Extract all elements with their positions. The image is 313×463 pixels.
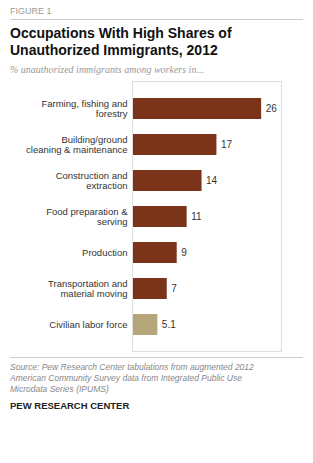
svg-text:Transportation andmaterial mov: Transportation andmaterial moving — [48, 278, 127, 299]
svg-text:Farming, fishing andforestry: Farming, fishing andforestry — [41, 98, 127, 119]
svg-text:Production: Production — [82, 247, 127, 258]
svg-text:7: 7 — [171, 283, 177, 294]
html-text:Source: Pew Research Center ta: Source: Pew Research Center tabulations … — [10, 361, 254, 394]
html-text:Occupations With High Shares o: Occupations With High Shares of Unauthor… — [10, 25, 232, 58]
html-text:% unauthorized immigrants amon: % unauthorized immigrants among workers … — [10, 63, 204, 75]
svg-text:Civilian labor force: Civilian labor force — [49, 319, 127, 330]
svg-text:11: 11 — [191, 211, 202, 222]
svg-text:26: 26 — [266, 103, 278, 114]
svg-text:Food preparation &serving: Food preparation &serving — [46, 206, 128, 226]
html-text:PEW RESEARCH CENTER: PEW RESEARCH CENTER — [10, 399, 130, 411]
svg-text:9: 9 — [181, 247, 187, 258]
svg-text:14: 14 — [206, 175, 218, 186]
html-text:FIGURE 1: FIGURE 1 — [10, 6, 52, 16]
svg-text:17: 17 — [221, 139, 233, 150]
svg-text:5.1: 5.1 — [162, 319, 176, 330]
svg-text:Building/groundcleaning & main: Building/groundcleaning & maintenance — [26, 134, 127, 155]
svg-text:Construction andextraction: Construction andextraction — [56, 170, 128, 191]
